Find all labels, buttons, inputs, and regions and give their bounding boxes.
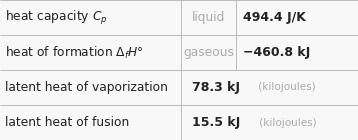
Text: liquid: liquid bbox=[192, 11, 225, 24]
Text: heat of formation $\Delta_f H°$: heat of formation $\Delta_f H°$ bbox=[5, 45, 144, 60]
Text: latent heat of fusion: latent heat of fusion bbox=[5, 116, 130, 129]
Text: (kilojoules): (kilojoules) bbox=[255, 82, 316, 93]
Text: latent heat of vaporization: latent heat of vaporization bbox=[5, 81, 168, 94]
Text: 78.3 kJ: 78.3 kJ bbox=[192, 81, 240, 94]
Text: −460.8 kJ: −460.8 kJ bbox=[243, 46, 311, 59]
Text: 494.4 J/K: 494.4 J/K bbox=[243, 11, 306, 24]
Text: (kilojoules): (kilojoules) bbox=[256, 117, 316, 128]
Text: 15.5 kJ: 15.5 kJ bbox=[192, 116, 240, 129]
Text: gaseous: gaseous bbox=[183, 46, 234, 59]
Text: heat capacity $C_p$: heat capacity $C_p$ bbox=[5, 9, 108, 26]
